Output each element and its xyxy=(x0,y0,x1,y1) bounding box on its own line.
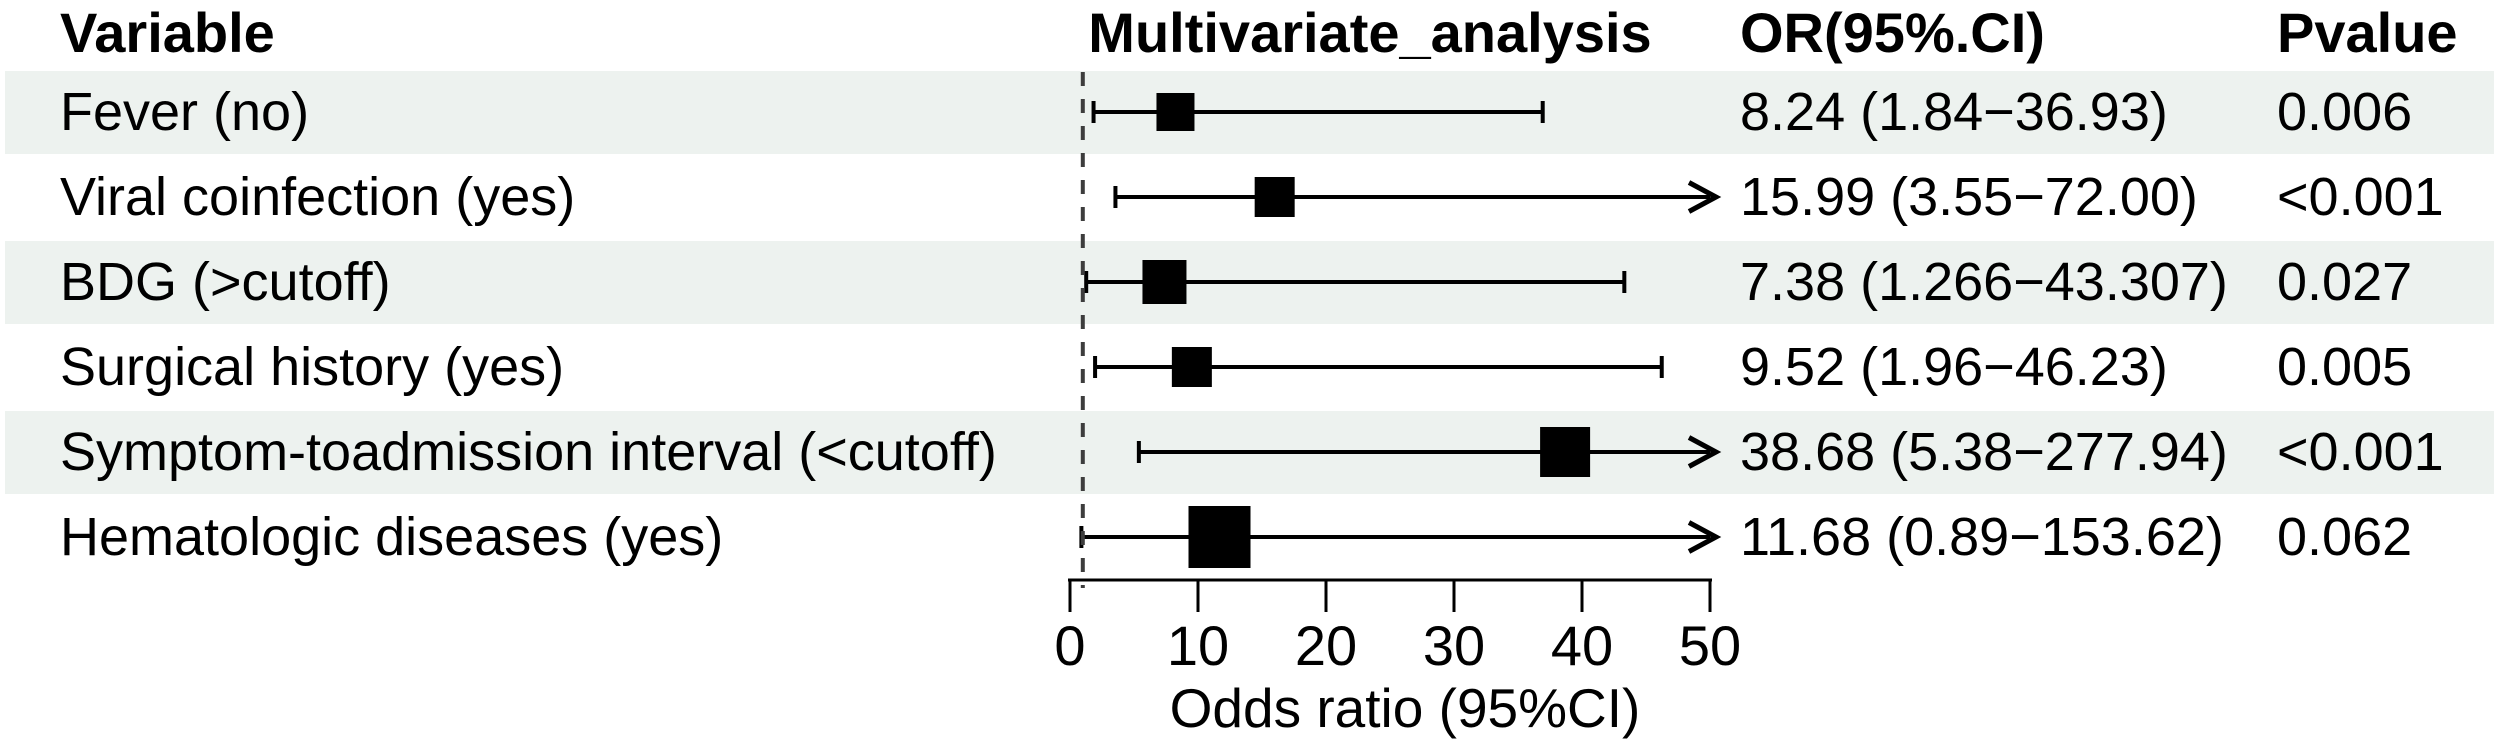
ci-arrow-right-icon xyxy=(1687,180,1722,214)
pvalue-value: <0.001 xyxy=(2277,167,2444,227)
column-header-multivariate-analysis: Multivariate_analysis xyxy=(1088,1,1652,64)
variable-label: Hematologic diseases (yes) xyxy=(60,507,724,567)
or-ci-value: 7.38 (1.266−43.307) xyxy=(1740,252,2228,312)
x-axis-tick-label: 0 xyxy=(1054,614,1085,677)
x-axis-title: Odds ratio (95%CI) xyxy=(1170,677,1641,739)
or-ci-value: 15.99 (3.55−72.00) xyxy=(1740,167,2198,227)
variable-label: Viral coinfection (yes) xyxy=(60,167,576,227)
column-header-or-ci: OR(95%.CI) xyxy=(1740,1,2045,64)
column-header-pvalue: Pvalue xyxy=(2277,1,2458,64)
or-ci-value: 38.68 (5.38−277.94) xyxy=(1740,422,2228,482)
ci-arrow-right-icon xyxy=(1687,520,1722,554)
pvalue-value: 0.005 xyxy=(2277,337,2413,397)
x-axis-tick-label: 20 xyxy=(1295,614,1357,677)
variable-label: BDG (>cutoff) xyxy=(60,252,391,312)
variable-label: Fever (no) xyxy=(60,82,310,142)
column-header-variable: Variable xyxy=(60,1,275,64)
or-ci-value: 8.24 (1.84−36.93) xyxy=(1740,82,2168,142)
variable-label: Symptom-toadmission interval (<cutoff) xyxy=(60,422,997,482)
or-box xyxy=(1254,177,1295,217)
x-axis-tick-label: 40 xyxy=(1551,614,1613,677)
pvalue-value: <0.001 xyxy=(2277,422,2444,482)
pvalue-value: 0.006 xyxy=(2277,82,2413,142)
or-box xyxy=(1171,347,1212,387)
variable-label: Surgical history (yes) xyxy=(60,337,565,397)
x-axis-tick-label: 50 xyxy=(1679,614,1741,677)
pvalue-value: 0.027 xyxy=(2277,252,2413,312)
pvalue-value: 0.062 xyxy=(2277,507,2413,567)
x-axis-tick-label: 10 xyxy=(1167,614,1229,677)
or-box xyxy=(1188,506,1251,568)
x-axis-tick-label: 30 xyxy=(1423,614,1485,677)
or-ci-value: 9.52 (1.96−46.23) xyxy=(1740,337,2168,397)
or-ci-value: 11.68 (0.89−153.62) xyxy=(1740,507,2224,567)
